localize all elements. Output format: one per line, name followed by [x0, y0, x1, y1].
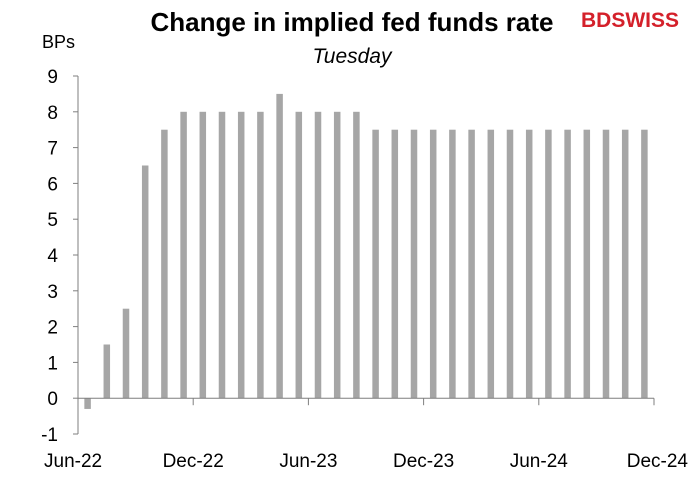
y-tick-label: 8 [47, 103, 58, 124]
bar-Feb-24 [449, 129, 456, 399]
bar-Jun-22 [84, 398, 91, 409]
bar-Jun-24 [525, 129, 533, 399]
bar-May-23 [276, 93, 283, 399]
bar-Dec-22 [180, 111, 187, 399]
bar-Dec-24 [641, 129, 648, 399]
bar-Feb-23 [218, 111, 226, 399]
y-tick-label: 3 [47, 282, 58, 303]
bar-Jul-24 [545, 129, 552, 399]
bar-Nov-24 [621, 129, 629, 399]
bar-Sep-23 [353, 111, 360, 399]
bar-Nov-22 [161, 129, 168, 399]
y-tick-label: 9 [47, 67, 58, 88]
bar-Nov-23 [391, 129, 399, 399]
bar-Aug-23 [333, 111, 341, 399]
bar-May-24 [506, 129, 514, 399]
x-tick-label: Jun-22 [44, 451, 102, 472]
bar-Oct-22 [141, 165, 149, 399]
y-tick-label: 5 [47, 210, 58, 231]
svg-text:BDSWISS: BDSWISS [581, 9, 679, 32]
bar-Apr-24 [487, 129, 495, 399]
bar-Jan-24 [429, 129, 437, 399]
bar-Mar-24 [468, 129, 475, 399]
bar-Jul-22 [103, 344, 111, 399]
x-tick-label: Dec-23 [393, 451, 454, 472]
bar-Aug-24 [564, 129, 571, 399]
bar-Jul-23 [314, 111, 322, 399]
bar-Sep-24 [583, 129, 591, 399]
bar-Oct-24 [602, 129, 610, 399]
bar-Mar-23 [237, 111, 245, 399]
bar-Jan-23 [199, 111, 207, 399]
y-tick-label: 0 [47, 389, 58, 410]
x-tick-label: Dec-22 [163, 451, 224, 472]
bars-group [84, 93, 648, 409]
y-tick-label: 1 [47, 353, 58, 374]
y-tick-label: -1 [41, 425, 58, 446]
y-tick-label: 4 [47, 246, 58, 267]
logo-part-swiss: SWISS [611, 9, 679, 32]
bar-Dec-23 [410, 129, 418, 399]
x-tick-label: Jun-24 [510, 451, 569, 472]
bar-Apr-23 [257, 111, 264, 399]
y-tick-label: 7 [47, 139, 58, 160]
y-axis-label: BPs [42, 32, 75, 52]
y-tick-label: 6 [47, 174, 58, 195]
tick-labels: -1 0 1 2 3 4 5 6 7 8 9 Jun-22 Dec-22 Jun-23 Dec-23 Jun-… [41, 67, 688, 472]
logo-part-bd: BD [581, 9, 611, 32]
bar-Sep-22 [122, 308, 130, 399]
axes-group [73, 75, 655, 435]
bar-Jun-23 [295, 111, 303, 399]
chart-subtitle: Tuesday [313, 45, 393, 68]
brand-logo: BDSWISS [581, 9, 679, 32]
x-tick-label: Dec-24 [627, 451, 689, 472]
y-tick-label: 2 [47, 318, 58, 339]
chart-title: Change in implied fed funds rate [150, 7, 553, 37]
bar-Oct-23 [372, 129, 379, 399]
x-tick-label: Jun-23 [279, 451, 337, 472]
